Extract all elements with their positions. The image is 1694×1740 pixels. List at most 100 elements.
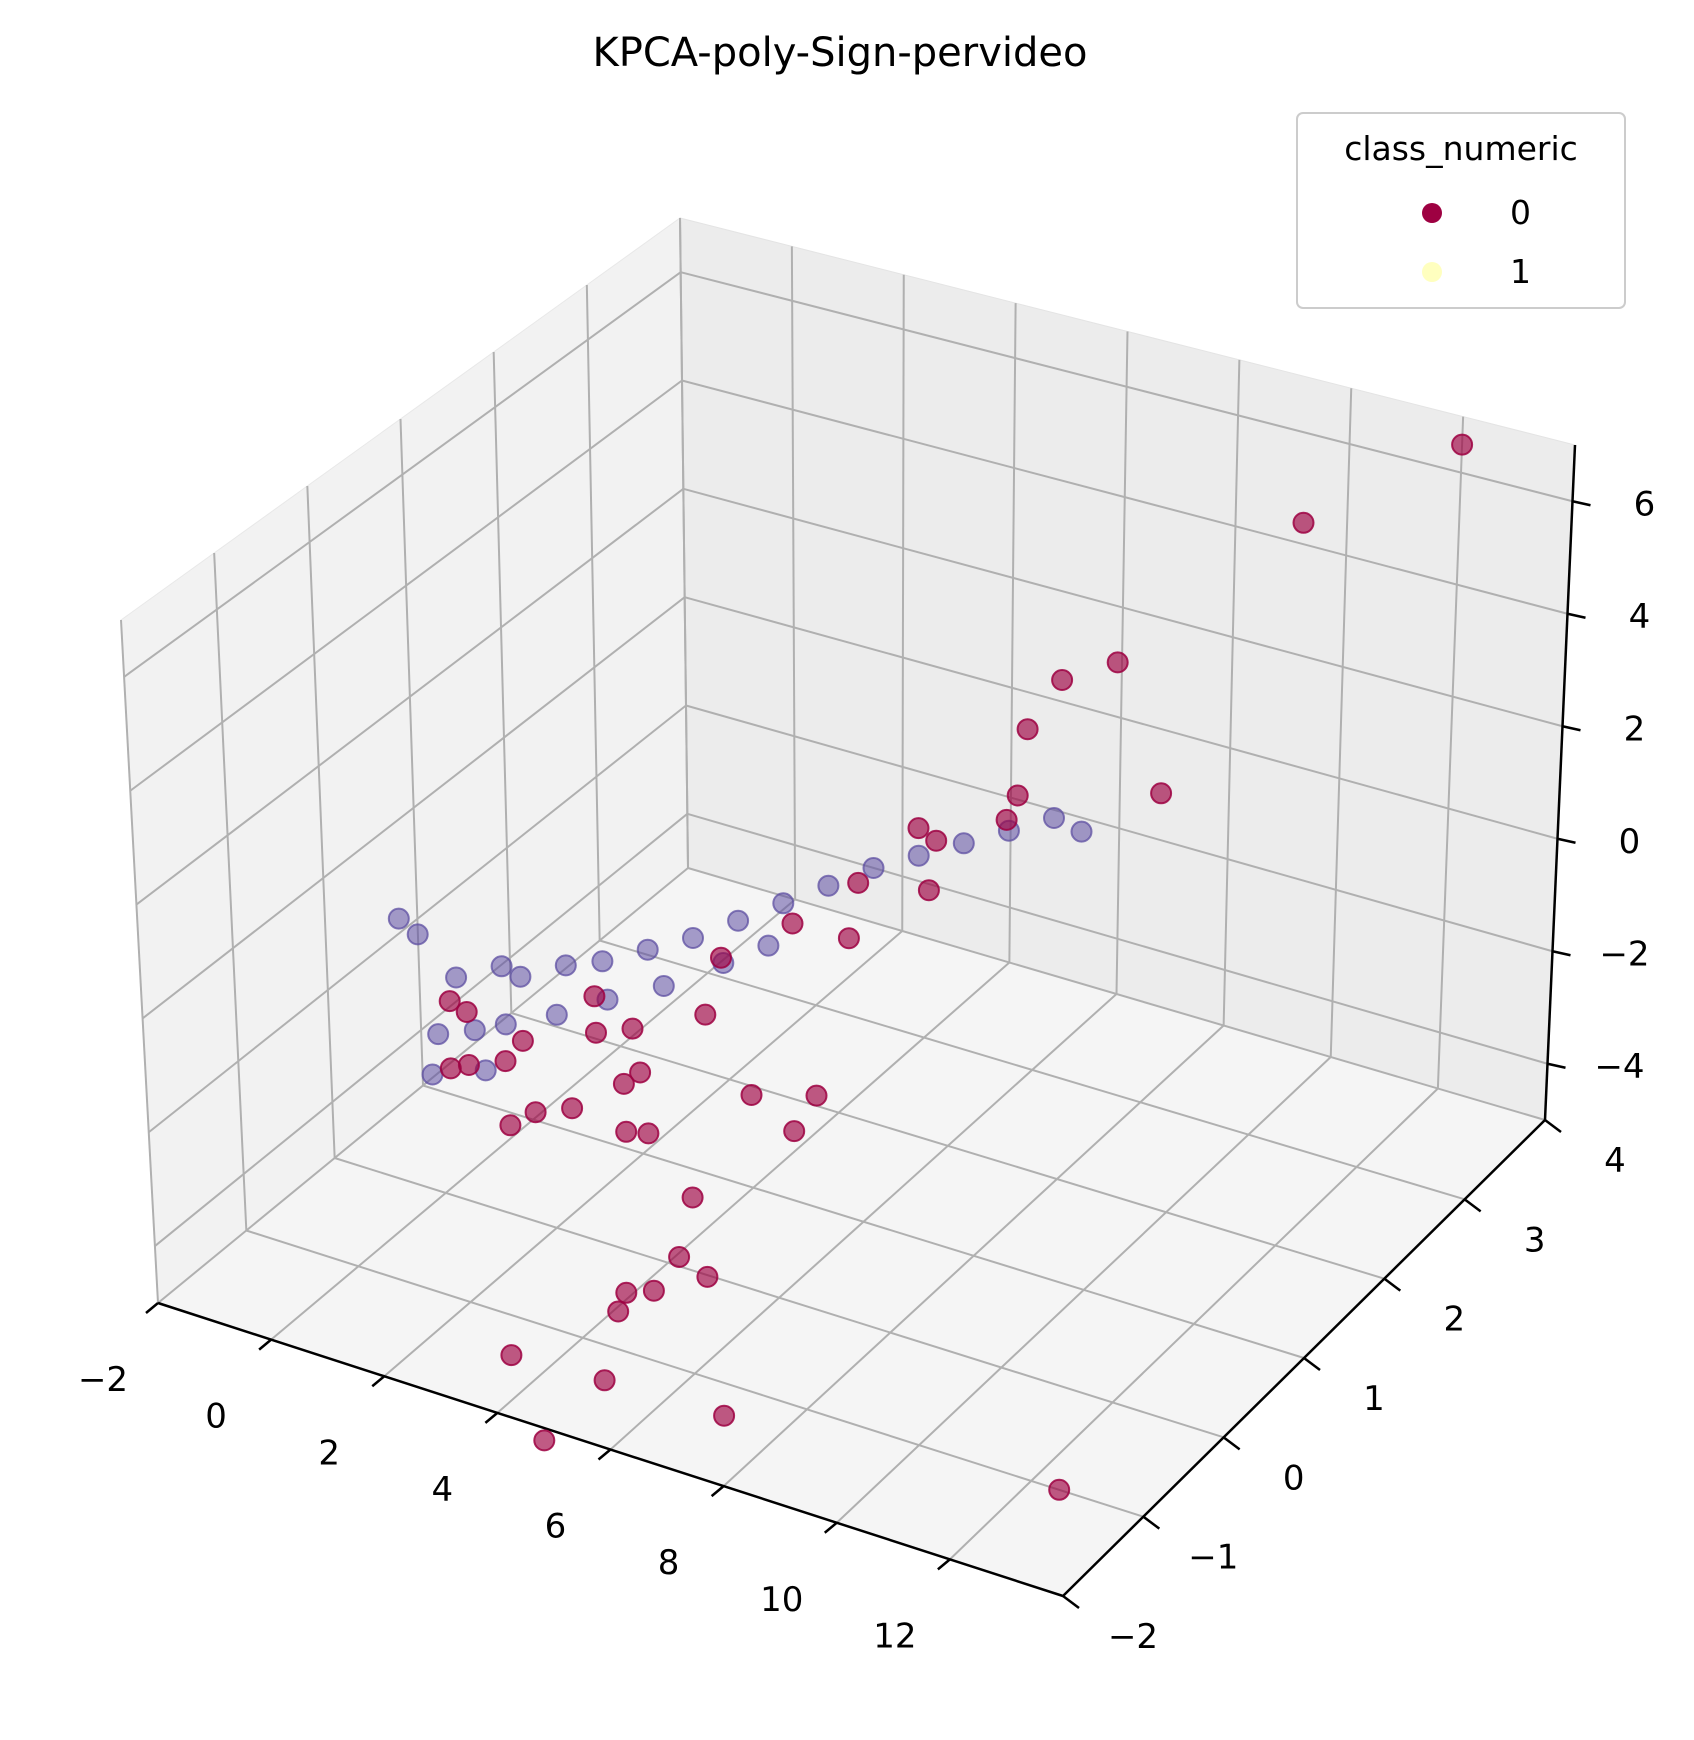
data-point-class-0: [637, 1122, 660, 1145]
data-point-purple: [387, 907, 410, 930]
data-point-class-0: [1016, 718, 1039, 741]
y-tick-label: 0: [1283, 1458, 1305, 1498]
y-tick-mark: [1303, 1357, 1321, 1371]
legend-title: class_numeric: [1344, 129, 1578, 168]
data-point-purple: [421, 1063, 444, 1086]
data-point-purple: [727, 909, 750, 932]
z-tick-mark: [1572, 500, 1591, 507]
grid-line-x: [1008, 303, 1017, 963]
grid-line-z: [680, 271, 1573, 503]
grid-line-z: [687, 812, 1548, 1065]
data-point-purple: [509, 965, 532, 988]
data-point-class-0: [499, 1114, 522, 1137]
legend-label-0: 0: [1510, 193, 1531, 232]
data-point-class-0: [585, 1021, 607, 1044]
data-point-class-0: [1106, 651, 1129, 674]
data-point-purple: [636, 938, 659, 961]
grid-line-y: [687, 867, 1546, 1121]
data-point-purple: [757, 934, 780, 957]
z-tick-mark: [1552, 950, 1571, 957]
data-point-class-0: [740, 1084, 763, 1106]
y-tick-label: 1: [1363, 1379, 1385, 1419]
data-point-purple: [682, 927, 704, 949]
z-axis-line: [1543, 444, 1577, 1121]
x-tick-mark: [710, 1485, 725, 1498]
data-point-class-0: [524, 1101, 547, 1124]
y-tick-mark: [1463, 1198, 1482, 1213]
legend-box: [1296, 112, 1626, 309]
data-point-purple: [490, 955, 513, 978]
grid-line-z: [683, 487, 1563, 728]
y-tick-mark: [1142, 1515, 1161, 1530]
data-point-class-0: [710, 946, 732, 969]
data-point-class-0: [615, 1120, 638, 1143]
z-tick-label: 4: [1629, 597, 1651, 637]
data-point-class-0: [1006, 784, 1029, 807]
x-tick-label: −2: [78, 1360, 128, 1400]
legend-marker-0: [1422, 203, 1442, 223]
data-point-purple: [772, 892, 795, 915]
x-tick-mark: [597, 1448, 612, 1461]
z-tick-mark: [1562, 725, 1581, 732]
z-tick-mark: [1557, 837, 1576, 844]
x-tick-mark: [937, 1558, 951, 1571]
data-point-class-0: [511, 1029, 534, 1052]
x-tick-label: 12: [873, 1616, 916, 1656]
y-tick-mark: [1062, 1595, 1080, 1609]
data-point-class-0: [995, 808, 1018, 831]
grid-line-z: [129, 379, 683, 792]
x-tick-label: 8: [658, 1543, 680, 1583]
y-tick-label: 3: [1524, 1220, 1546, 1260]
data-point-class-0: [561, 1097, 584, 1120]
data-point-class-0: [500, 1344, 523, 1367]
data-point-class-0: [439, 1057, 462, 1080]
grid-line-y: [422, 1084, 1305, 1359]
data-point-class-0: [593, 1369, 616, 1392]
grid-line-z: [685, 704, 1553, 953]
data-point-class-0: [1051, 669, 1074, 691]
data-points: [387, 433, 1474, 1501]
x-tick-label: 4: [432, 1470, 454, 1510]
data-point-purple: [463, 1019, 486, 1042]
x-tick-label: 6: [545, 1507, 567, 1547]
z-tick-mark: [1547, 1062, 1566, 1069]
data-point-purple: [545, 1003, 568, 1026]
x-tick-label: 2: [318, 1433, 340, 1473]
z-tick-label: 2: [1624, 709, 1646, 749]
data-point-class-0: [583, 985, 606, 1008]
grid-line-z: [135, 488, 684, 906]
data-point-class-0: [615, 1281, 638, 1304]
data-point-purple: [554, 954, 577, 977]
data-point-class-0: [668, 1246, 691, 1268]
x-tick-mark: [371, 1375, 386, 1388]
data-point-purple: [1070, 820, 1093, 843]
data-point-class-0: [629, 1061, 652, 1084]
grid-line-y: [511, 1012, 1385, 1280]
y-tick-mark: [1222, 1436, 1241, 1451]
legend-label-1: 1: [1510, 252, 1531, 291]
data-point-class-0: [907, 817, 930, 840]
grid-line-x: [790, 246, 797, 900]
y-tick-mark: [1544, 1119, 1562, 1133]
data-point-purple: [862, 857, 885, 879]
data-point-class-0: [1150, 782, 1173, 805]
z-tick-label: 6: [1634, 484, 1656, 524]
data-point-purple: [406, 923, 429, 946]
data-point-class-0: [457, 1054, 480, 1076]
data-point-class-0: [533, 1429, 556, 1452]
grid-line-z: [681, 379, 1568, 615]
grid-line-y: [334, 1157, 1224, 1439]
grid-line-z: [141, 596, 686, 1020]
grid-line-x: [901, 274, 905, 932]
data-point-purple: [652, 975, 675, 997]
grid-line-z: [123, 271, 682, 678]
y-tick-label: −2: [1108, 1617, 1158, 1657]
grid-line-y: [399, 418, 424, 1086]
x-tick-mark: [484, 1411, 499, 1424]
data-point-class-0: [438, 990, 461, 1013]
grid-line-y: [306, 485, 336, 1159]
grid-line-x: [1222, 359, 1241, 1026]
grid-line-y: [120, 619, 159, 1304]
grid-line-y: [679, 217, 689, 869]
grid-line-y: [492, 351, 513, 1014]
